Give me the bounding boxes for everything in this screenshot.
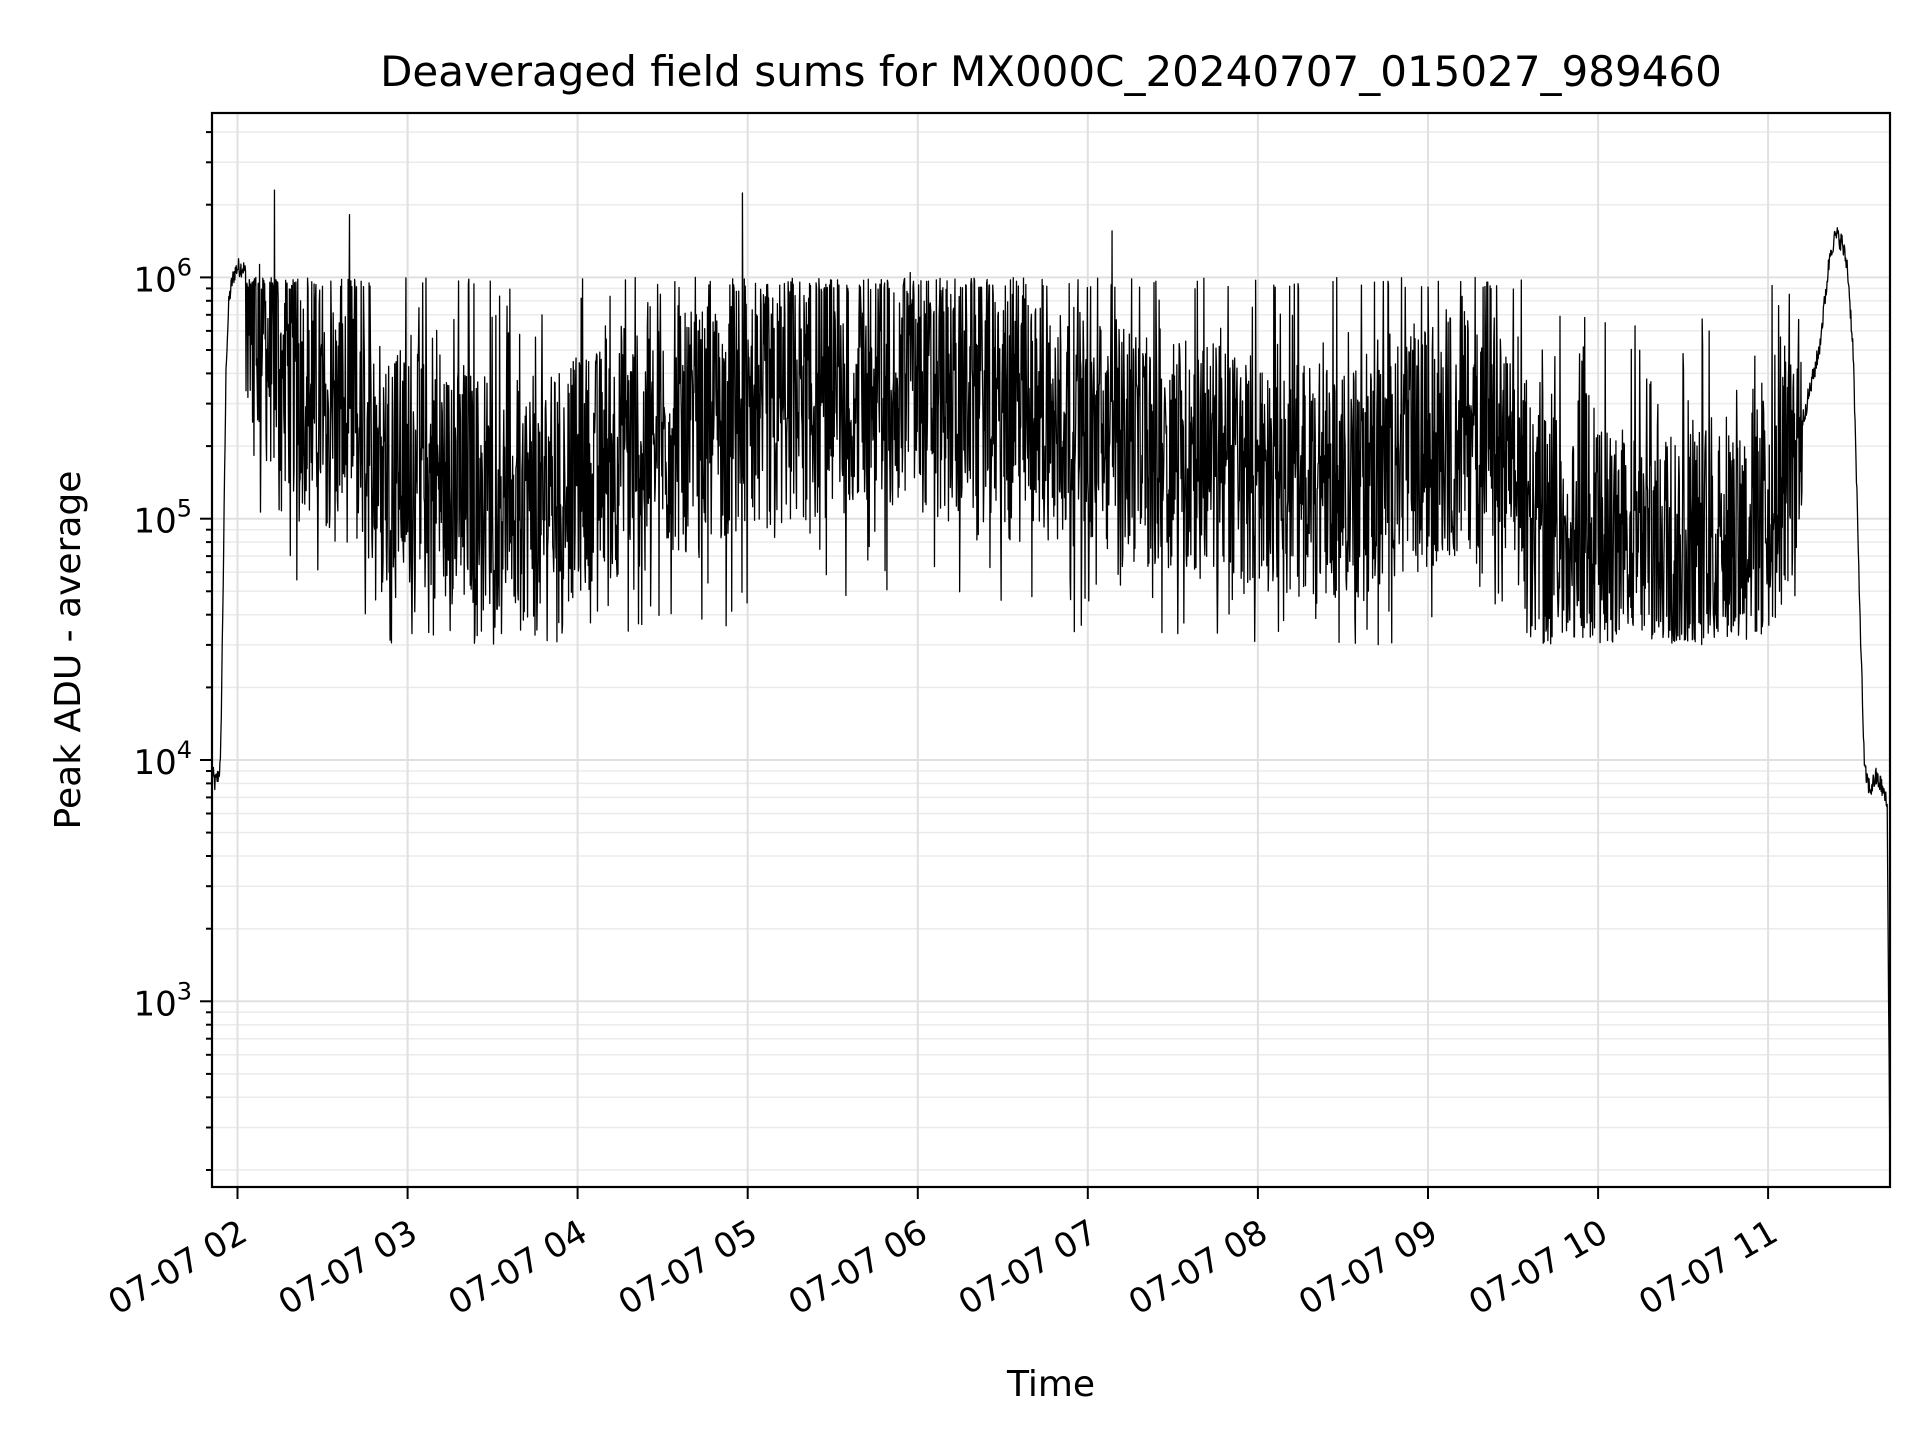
plot-frame	[210, 111, 1892, 1189]
series-layer	[211, 189, 1891, 1180]
y-tick-label: 106	[133, 253, 192, 300]
x-axis-label: Time	[1006, 1364, 1095, 1405]
y-tick-label: 103	[133, 977, 192, 1024]
y-axis-label: Peak ADU - average	[48, 471, 89, 830]
chart-title: Deaveraged field sums for MX000C_2024070…	[380, 47, 1722, 96]
series-line	[211, 189, 1891, 1180]
y-tick-label: 104	[133, 736, 192, 783]
y-tick-label: 105	[133, 495, 192, 542]
